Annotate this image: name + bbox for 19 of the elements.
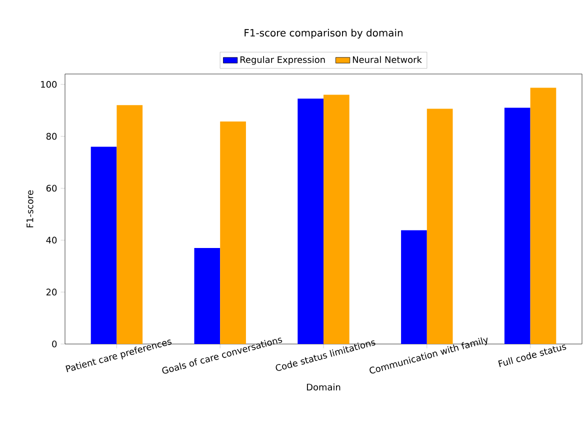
x-tick-label: Full code status — [498, 344, 566, 368]
y-tick-label: 0 — [52, 340, 57, 348]
y-tick-label: 20 — [46, 288, 57, 296]
y-tick-label: 40 — [46, 236, 57, 244]
bar — [90, 146, 117, 344]
x-axis-title: Domain — [306, 384, 340, 390]
y-tick-label: 100 — [41, 80, 57, 88]
bar — [504, 108, 530, 344]
legend-label: Neural Network — [352, 56, 422, 64]
bar — [298, 98, 324, 344]
y-axis-title: F1-score — [26, 190, 34, 228]
y-tick-label: 80 — [46, 132, 57, 140]
legend-label: Regular Expression — [240, 56, 325, 65]
y-tick-label: 60 — [46, 184, 57, 192]
bar — [530, 88, 556, 344]
bar — [426, 108, 453, 344]
bar — [194, 248, 220, 344]
chart-title: F1-score comparison by domain — [244, 28, 402, 39]
bar — [401, 230, 427, 344]
